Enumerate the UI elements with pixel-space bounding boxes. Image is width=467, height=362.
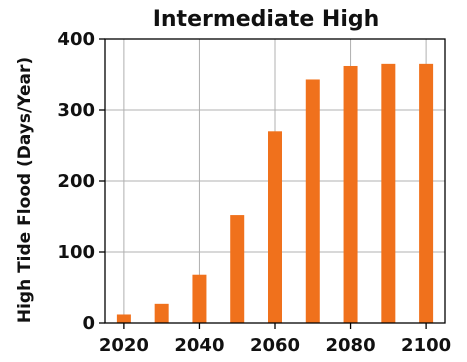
x-tick-label: 2080 bbox=[326, 335, 376, 356]
chart-title: Intermediate High bbox=[153, 7, 380, 32]
x-tick-label: 2100 bbox=[401, 335, 451, 356]
x-tick-label: 2020 bbox=[99, 335, 149, 356]
bar bbox=[305, 79, 320, 323]
bar bbox=[381, 63, 396, 323]
bar bbox=[116, 314, 131, 323]
y-tick-label: 100 bbox=[57, 242, 95, 263]
bar bbox=[154, 303, 169, 323]
y-tick-label: 400 bbox=[57, 29, 95, 50]
bar bbox=[268, 131, 282, 323]
bar bbox=[343, 65, 358, 323]
bar bbox=[230, 215, 245, 323]
x-tick-label: 2060 bbox=[250, 335, 300, 356]
bar bbox=[192, 274, 207, 323]
y-tick-label: 200 bbox=[57, 171, 95, 192]
y-axis-label: High Tide Flood (Days/Year) bbox=[15, 57, 35, 323]
y-tick-label: 300 bbox=[57, 100, 95, 121]
axis-ticks: 2020 2040 2060 2080 2100 0 100 200 300 400 bbox=[57, 29, 451, 356]
bars bbox=[116, 63, 434, 323]
x-tick-label: 2040 bbox=[174, 335, 224, 356]
y-tick-label: 0 bbox=[82, 313, 95, 334]
bar bbox=[419, 63, 434, 323]
